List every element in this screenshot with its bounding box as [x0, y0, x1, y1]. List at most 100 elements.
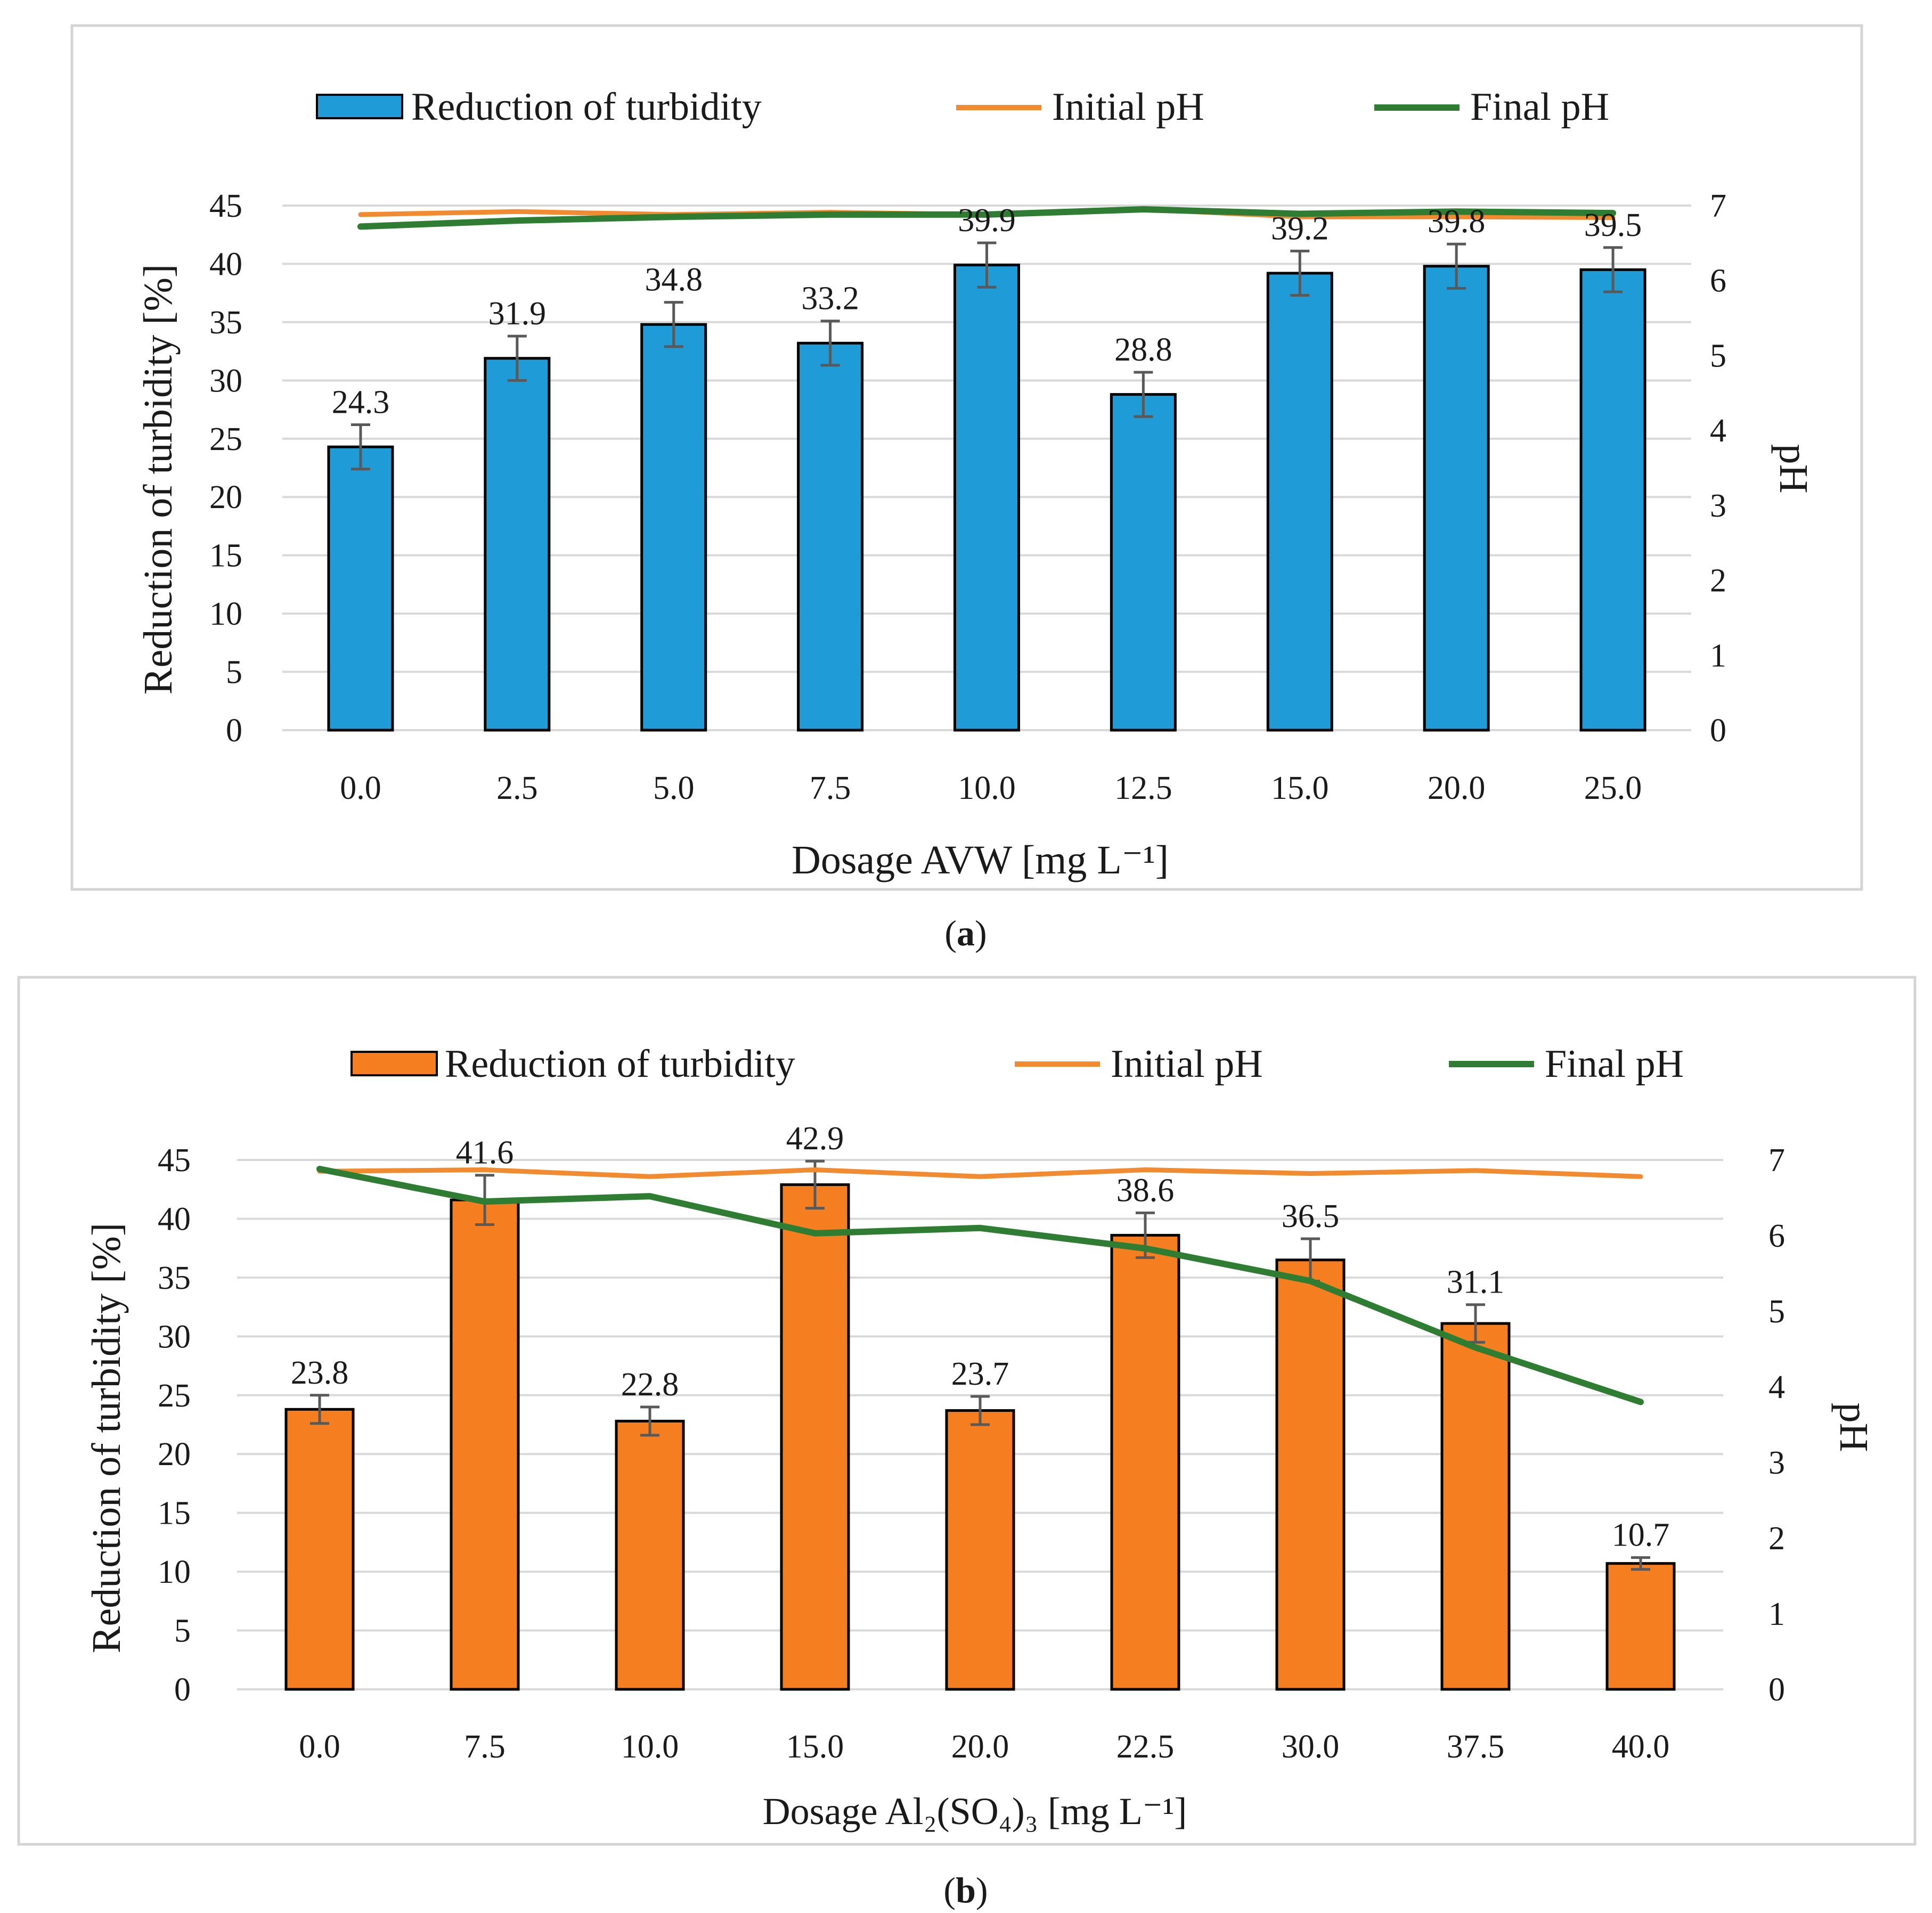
data-label: 28.8: [1114, 332, 1172, 368]
bar: [1440, 1322, 1511, 1691]
panel-b-y2-ticks: 0 1 2 3 4 5 6 7: [1768, 1142, 1785, 1708]
bar: [945, 1409, 1015, 1691]
y2-tick-label: 5: [1768, 1294, 1785, 1330]
bar: [1275, 1258, 1346, 1691]
y-tick-label: 0: [226, 713, 242, 749]
y-tick-label: 10: [158, 1554, 191, 1590]
y-tick-label: 20: [158, 1436, 191, 1473]
x-tick-label: 20.0: [1428, 770, 1486, 806]
y2-tick-label: 0: [1710, 713, 1726, 749]
data-label: 39.8: [1428, 203, 1486, 240]
x-tick-label: 37.5: [1447, 1729, 1505, 1765]
data-label: 39.5: [1584, 207, 1642, 243]
series-line-final-ph: [316, 1166, 1644, 1405]
legend-label-reduction: Reduction of turbidity: [445, 1042, 795, 1086]
legend-label-final-ph: Final pH: [1545, 1042, 1684, 1086]
panel-b-x-axis-title: Dosage Al₂(SO₄)₃ [mg L⁻¹]: [763, 1790, 1187, 1833]
x-tick-label: 25.0: [1584, 770, 1642, 806]
x-tick-label: 5.0: [653, 770, 695, 806]
panel-a-error-bars: [350, 241, 1623, 471]
data-label: 36.5: [1282, 1198, 1340, 1235]
y-tick-label: 35: [158, 1260, 191, 1296]
bar: [1423, 265, 1490, 732]
panel-a: Reduction of turbidity Initial pH Final …: [70, 24, 1863, 891]
y-tick-label: 10: [209, 596, 242, 632]
panel-a-caption: (a): [944, 913, 987, 953]
x-tick-label: 15.0: [1271, 770, 1329, 806]
data-label: 41.6: [456, 1135, 514, 1171]
bar: [780, 1183, 850, 1691]
data-label: 10.7: [1612, 1517, 1670, 1554]
y2-tick-label: 3: [1768, 1445, 1785, 1481]
panel-a-x-axis-title: Dosage AVW [mg L⁻¹]: [792, 838, 1169, 882]
x-tick-label: 2.5: [496, 770, 538, 806]
panel-a-bars: [327, 264, 1646, 732]
series-line-initial-ph: [317, 1167, 1643, 1179]
y-tick-label: 40: [158, 1201, 191, 1237]
y-tick-label: 40: [209, 246, 242, 282]
legend-label-final-ph: Final pH: [1470, 85, 1609, 129]
bar: [1110, 1233, 1180, 1691]
y2-tick-label: 6: [1768, 1218, 1785, 1254]
y-tick-label: 30: [209, 363, 242, 399]
x-tick-label: 22.5: [1116, 1729, 1175, 1765]
y2-tick-label: 4: [1768, 1369, 1785, 1405]
legend-label-initial-ph: Initial pH: [1111, 1042, 1263, 1086]
panel-b-caption: (b): [943, 1870, 988, 1910]
data-label: 23.8: [291, 1355, 349, 1391]
bar: [640, 323, 707, 732]
data-label: 31.1: [1447, 1264, 1505, 1301]
y-tick-label: 35: [209, 305, 242, 341]
y-tick-label: 15: [158, 1495, 191, 1532]
x-tick-label: 40.0: [1612, 1729, 1670, 1765]
y2-tick-label: 3: [1710, 488, 1726, 524]
data-label: 23.7: [951, 1356, 1009, 1392]
data-label: 24.3: [332, 385, 390, 421]
panel-b-y-axis-title: Reduction of turbidity [%]: [84, 1223, 129, 1653]
x-tick-label: 10.0: [621, 1729, 679, 1765]
data-label: 31.9: [488, 296, 547, 332]
data-label: 38.6: [1116, 1172, 1175, 1208]
y2-tick-label: 2: [1768, 1520, 1785, 1557]
series-line-final-ph: [357, 206, 1617, 230]
panel-b-data-labels: 23.8 41.6 22.8 42.9 23.7 38.6 36.5 31.1 10.7: [291, 1121, 1670, 1553]
y-tick-label: 25: [209, 421, 242, 457]
y-tick-label: 5: [174, 1613, 191, 1649]
x-tick-label: 0.0: [299, 1729, 340, 1765]
y-tick-label: 0: [174, 1672, 191, 1708]
bar: [953, 264, 1020, 732]
panel-a-y2-ticks: 0 1 2 3 4 5 6 7: [1710, 188, 1726, 749]
y2-tick-label: 1: [1710, 637, 1726, 674]
y-tick-label: 30: [158, 1319, 191, 1355]
y-tick-label: 5: [226, 655, 242, 691]
data-label: 39.2: [1271, 210, 1329, 247]
panel-b-legend: Reduction of turbidity Initial pH Final …: [350, 1042, 1684, 1086]
bar: [1266, 272, 1333, 732]
y2-tick-label: 0: [1768, 1672, 1785, 1708]
y2-tick-label: 2: [1710, 563, 1726, 599]
bar: [1579, 268, 1646, 732]
x-tick-label: 7.5: [810, 770, 851, 806]
panel-a-y-ticks: 0 5 10 15 20 25 30 35 40 45: [209, 188, 242, 749]
y2-tick-label: 4: [1710, 413, 1726, 449]
panel-b-caption-letter: b: [956, 1870, 976, 1910]
y-tick-label: 45: [209, 188, 242, 224]
data-label: 42.9: [786, 1121, 844, 1157]
bar: [450, 1198, 520, 1691]
panel-a-legend: Reduction of turbidity Initial pH Final …: [316, 85, 1609, 129]
panel-b-bars: [284, 1183, 1676, 1691]
x-tick-label: 12.5: [1114, 770, 1172, 806]
x-tick-label: 0.0: [340, 770, 381, 806]
x-tick-label: 7.5: [464, 1729, 506, 1765]
y2-tick-label: 6: [1710, 263, 1726, 299]
panel-b: Reduction of turbidity Initial pH Final …: [17, 976, 1917, 1846]
bar: [1605, 1562, 1676, 1691]
x-tick-label: 15.0: [786, 1729, 844, 1765]
y2-tick-label: 7: [1710, 188, 1726, 224]
bar: [797, 341, 864, 732]
legend-label-reduction: Reduction of turbidity: [411, 85, 762, 129]
panel-a-data-labels: 24.3 31.9 34.8 33.2 39.9 28.8 39.2 39.8 39.5: [332, 202, 1642, 420]
data-label: 39.9: [958, 202, 1016, 239]
